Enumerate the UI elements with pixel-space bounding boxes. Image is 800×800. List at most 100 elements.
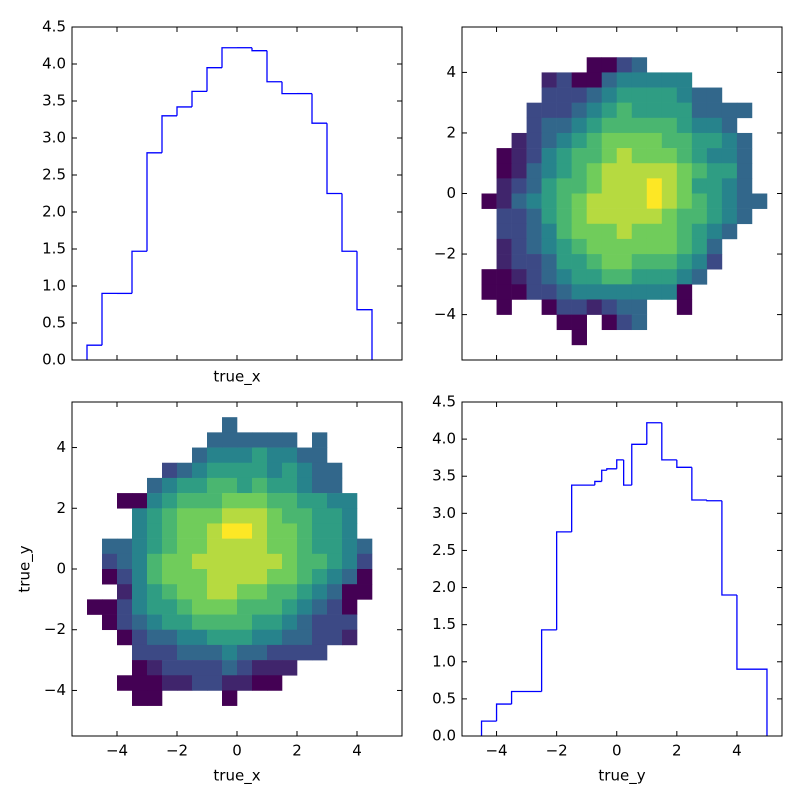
heatmap-cell — [222, 493, 238, 509]
heatmap-cell — [132, 569, 148, 585]
heatmap-cell — [752, 224, 767, 239]
heatmap-cell — [312, 690, 327, 705]
heatmap-cell — [117, 553, 133, 570]
heatmap-cell — [752, 178, 767, 193]
heatmap-cell — [222, 538, 238, 555]
heatmap-cell — [372, 584, 387, 599]
heatmap-cell — [252, 493, 268, 509]
heatmap-cell — [117, 675, 133, 691]
heatmap-cell — [722, 88, 737, 103]
heatmap-cell — [706, 87, 723, 103]
heatmap-cell — [616, 284, 633, 300]
heatmap-cell — [177, 493, 193, 509]
heatmap-cell — [541, 193, 557, 209]
heatmap-cell — [737, 315, 752, 330]
heatmap-cell — [482, 315, 497, 330]
y-tick-label: 4.0 — [42, 55, 66, 73]
heatmap-cell — [692, 330, 707, 345]
heatmap-cell — [237, 584, 253, 600]
heatmap-cell — [721, 132, 738, 149]
heatmap-cell — [252, 629, 268, 646]
heatmap-cell — [342, 584, 358, 600]
heatmap-cell — [102, 645, 117, 660]
heatmap-cell — [132, 478, 147, 493]
heatmap-cell — [372, 508, 387, 523]
heatmap-cell — [117, 508, 132, 523]
heatmap-cell — [237, 538, 253, 555]
heatmap-cell — [707, 315, 722, 330]
x-tick-label: −4 — [485, 742, 507, 760]
heatmap-cell — [342, 493, 358, 509]
heatmap-cell — [662, 57, 677, 72]
heatmap-cell — [661, 132, 678, 149]
heatmap-cell — [342, 645, 357, 660]
heatmap-cell — [327, 432, 342, 447]
heatmap-cell — [482, 330, 497, 345]
heatmap-cell — [511, 132, 527, 149]
heatmap-cell — [297, 690, 312, 705]
heatmap-cell — [312, 569, 328, 585]
histogram-step — [266, 50, 282, 83]
heatmap-cell — [722, 284, 737, 299]
heatmap-cell — [237, 599, 253, 615]
heatmap-cell — [752, 148, 767, 163]
heatmap-cell — [132, 463, 147, 478]
heatmap-cell — [601, 87, 618, 103]
heatmap-cell — [267, 508, 283, 524]
heatmap-cell — [707, 269, 722, 284]
heatmap-cell — [631, 223, 648, 240]
heatmap-cell — [177, 569, 193, 585]
heatmap-cell — [601, 132, 618, 149]
heatmap-cell — [327, 523, 343, 539]
heatmap-cell — [542, 57, 557, 72]
heatmap-cell — [482, 133, 497, 148]
y-tick-label: 2 — [56, 499, 66, 517]
heatmap-cell — [676, 193, 693, 209]
heatmap-cell — [586, 193, 603, 209]
heatmap-cell — [512, 330, 527, 345]
heatmap-cell — [252, 417, 267, 432]
heatmap-cell — [297, 508, 313, 524]
heatmap-cell — [267, 706, 282, 721]
heatmap-cell — [737, 72, 752, 87]
heatmap-cell — [177, 660, 193, 676]
heatmap-cell — [267, 462, 283, 479]
heatmap-cell — [676, 102, 693, 119]
heatmap-cell — [207, 477, 223, 494]
heatmap-cell — [282, 675, 297, 690]
heatmap-cell — [207, 675, 223, 691]
heatmap-cell — [497, 330, 512, 345]
heatmap-cell — [707, 284, 722, 299]
heatmap-cell — [102, 523, 117, 538]
heatmap-cell — [722, 269, 737, 284]
heatmap-cell — [267, 569, 283, 585]
heatmap-cell — [616, 163, 633, 179]
y-tick-label: 3.0 — [432, 504, 456, 522]
heatmap-cell — [752, 57, 767, 72]
heatmap-cell — [282, 660, 298, 676]
heatmap-cell — [102, 508, 117, 523]
heatmap-cell — [252, 447, 268, 464]
heatmap-cell — [207, 644, 223, 661]
heatmap-cell — [706, 208, 723, 225]
heatmap-cell — [527, 88, 542, 103]
heatmap-cell — [342, 478, 357, 493]
heatmap-cell — [327, 493, 343, 509]
heatmap-cell — [497, 133, 512, 148]
heatmap-cell — [586, 269, 603, 285]
heatmap-cell — [571, 132, 587, 149]
heatmap-cell — [467, 254, 482, 269]
heatmap-cell — [616, 269, 633, 285]
heatmap-cell — [571, 284, 587, 300]
heatmap-cell — [541, 254, 557, 270]
heatmap-cell — [342, 417, 357, 432]
heatmap-cell — [571, 72, 587, 88]
heatmap-cell — [87, 539, 102, 554]
heatmap-cell — [512, 72, 527, 87]
heatmap-cell — [162, 706, 177, 721]
heatmap-cell — [102, 706, 117, 721]
heatmap-cell — [692, 284, 707, 299]
heatmap-cell — [661, 148, 678, 164]
heatmap-cell — [267, 644, 283, 661]
heatmap-cell — [342, 523, 358, 539]
